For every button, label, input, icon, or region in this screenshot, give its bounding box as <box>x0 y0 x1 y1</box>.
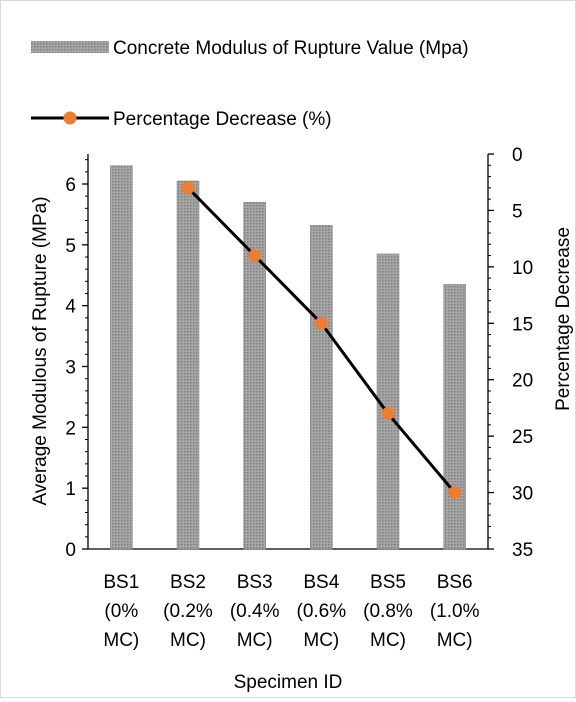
x-tick-label: BS6 <box>437 572 473 593</box>
x-tick-label: (0% <box>104 601 138 622</box>
x-tick-label: MC) <box>370 630 406 651</box>
x-axis-title: Specimen ID <box>234 672 343 693</box>
y-tick-label-right: 5 <box>512 201 523 222</box>
y-axis-title: Average Modulous of Rupture (MPa) <box>30 196 51 505</box>
x-tick-label: BS4 <box>303 572 339 593</box>
y-tick-label-left: 5 <box>65 236 76 257</box>
y-ticks-right: 0 5 10 15 20 25 30 35 <box>488 145 533 561</box>
y-tick-label-right: 20 <box>512 371 533 392</box>
y-tick-label-right: 10 <box>512 258 533 279</box>
legend: Concrete Modulus of Rupture Value (Mpa) … <box>31 38 469 130</box>
percentage-line <box>181 181 462 500</box>
legend-bar-label: Concrete Modulus of Rupture Value (Mpa) <box>113 38 469 59</box>
x-tick-labels: BS1 (0% MC) BS2 (0.2% MC) BS3 (0.4% MC) BS4 (0.6% M… <box>103 572 479 651</box>
bar <box>376 253 400 550</box>
x-tick-label: (0.8% <box>363 601 413 622</box>
y-tick-label-left: 2 <box>65 418 76 439</box>
y-tick-label-right: 30 <box>512 484 533 505</box>
y-tick-label-right: 25 <box>512 427 533 448</box>
bar <box>443 284 466 550</box>
y-ticks-left: 0 1 2 3 4 5 6 <box>65 159 88 561</box>
x-tick-label: MC) <box>303 630 339 651</box>
line-point <box>314 316 328 330</box>
y2-axis-title: Percentage Decrease <box>553 227 574 411</box>
x-tick-label: (0.6% <box>297 601 347 622</box>
y-tick-label-right: 35 <box>512 540 533 561</box>
y-tick-label-left: 6 <box>65 175 76 196</box>
line-point <box>248 249 262 263</box>
x-tick-label: BS2 <box>170 572 206 593</box>
y-tick-label-left: 4 <box>65 297 76 318</box>
bars <box>110 165 466 550</box>
x-tick-label: BS5 <box>370 572 406 593</box>
x-tick-label: MC) <box>103 630 139 651</box>
line-point <box>381 407 395 421</box>
x-tick-label: MC) <box>170 630 206 651</box>
x-tick-label: (0.2% <box>163 601 213 622</box>
legend-bar-swatch <box>31 41 109 53</box>
y-tick-label-left: 0 <box>65 540 76 561</box>
x-tick-label: (1.0% <box>430 601 480 622</box>
bar <box>310 225 333 550</box>
y-tick-label-left: 3 <box>65 358 76 379</box>
x-tick-label: (0.4% <box>230 601 280 622</box>
y-tick-label-right: 15 <box>512 314 533 335</box>
bar <box>110 165 133 550</box>
line-point <box>181 181 195 195</box>
bar <box>243 201 266 550</box>
axes <box>87 154 489 550</box>
y-tick-label-left: 1 <box>65 479 76 500</box>
x-tick-label: MC) <box>437 630 473 651</box>
legend-line-label: Percentage Decrease (%) <box>113 109 332 130</box>
bar <box>176 180 200 550</box>
x-tick-label: BS1 <box>103 572 139 593</box>
x-tick-label: MC) <box>237 630 273 651</box>
line-point <box>448 486 462 500</box>
x-tick-label: BS3 <box>237 572 273 593</box>
legend-line-marker <box>63 111 77 125</box>
y-tick-label-right: 0 <box>512 145 523 166</box>
